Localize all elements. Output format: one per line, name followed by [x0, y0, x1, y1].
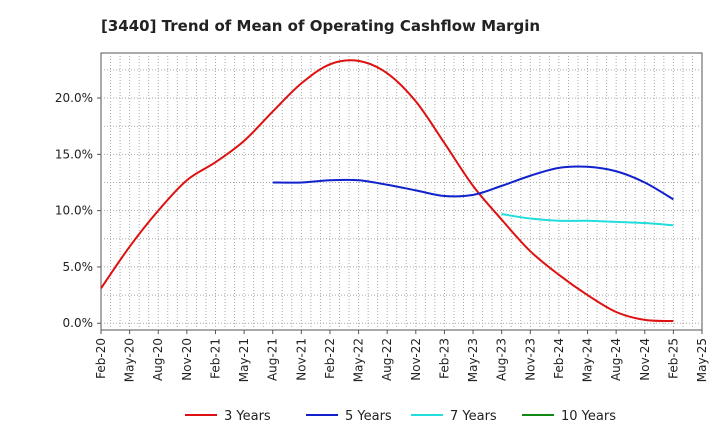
- series-line-7-years: [501, 213, 674, 227]
- y-tick-label: 20.0%: [55, 91, 93, 105]
- plot-area: [100, 52, 703, 331]
- x-tick-label: Nov-24: [638, 338, 652, 381]
- series-group: [100, 59, 674, 322]
- x-tick-label: May-21: [237, 338, 251, 382]
- series-line-3-years: [100, 59, 674, 322]
- y-tick-label: 15.0%: [55, 147, 93, 161]
- x-tick-label: May-22: [352, 338, 366, 382]
- x-tick-label: Aug-24: [609, 338, 623, 381]
- y-axis: 0.0% 5.0% 10.0% 15.0% 20.0%: [55, 91, 101, 330]
- x-tick-label: Feb-21: [208, 338, 222, 379]
- x-tick-label: Nov-22: [409, 338, 423, 381]
- x-tick-label: Aug-23: [495, 338, 509, 381]
- x-tick-label: Nov-20: [180, 338, 194, 381]
- y-tick-label: 0.0%: [63, 316, 94, 330]
- y-tick-label: 5.0%: [63, 260, 94, 274]
- x-tick-label: Feb-22: [323, 338, 337, 379]
- legend-label: 3 Years: [224, 409, 271, 424]
- x-tick-label: May-25: [695, 338, 709, 382]
- x-tick-label: May-23: [466, 338, 480, 382]
- x-tick-label: Feb-24: [552, 338, 566, 379]
- x-tick-label: Nov-21: [294, 338, 308, 381]
- series-line-5-years: [272, 165, 674, 201]
- x-tick-label: Feb-20: [94, 338, 108, 379]
- legend-label: 5 Years: [345, 409, 392, 424]
- x-tick-label: May-24: [581, 338, 595, 382]
- x-tick-label: Aug-21: [266, 338, 280, 381]
- x-tick-label: Aug-20: [151, 338, 165, 381]
- x-tick-label: Feb-23: [437, 338, 451, 379]
- x-axis: Feb-20 May-20 Aug-20 Nov-20 Feb-21 May-21 Aug-…: [94, 330, 709, 382]
- legend-label: 7 Years: [450, 409, 497, 424]
- legend-label: 10 Years: [561, 409, 616, 424]
- x-tick-label: Nov-23: [523, 338, 537, 381]
- x-tick-label: Aug-22: [380, 338, 394, 381]
- x-tick-label: Feb-25: [666, 338, 680, 379]
- y-tick-label: 10.0%: [55, 204, 93, 218]
- x-tick-label: May-20: [123, 338, 137, 382]
- legend: 3 Years 5 Years 7 Years 10 Years: [185, 409, 616, 424]
- chart-title: [3440] Trend of Mean of Operating Cashfl…: [101, 17, 540, 35]
